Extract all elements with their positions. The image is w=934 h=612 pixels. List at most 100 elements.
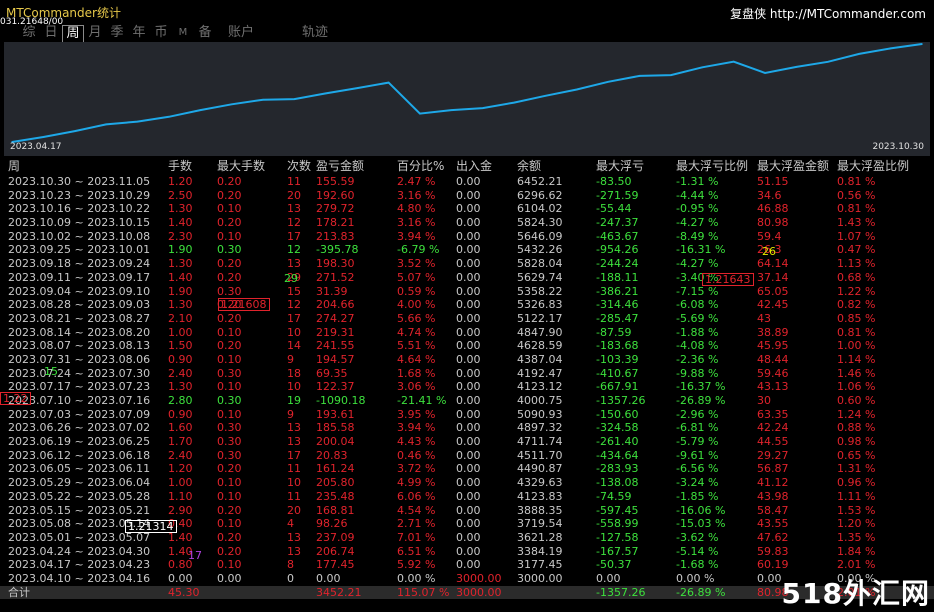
table-cell: -244.24	[596, 257, 639, 271]
table-cell: 1.40	[168, 216, 193, 230]
brand-link[interactable]: 复盘侠 http://MTCommander.com	[730, 7, 926, 21]
tab-10[interactable]: 轨迹	[302, 25, 329, 40]
table-cell: 2023.10.23 ~ 2023.10.29	[8, 188, 151, 202]
table-cell: 58.47	[757, 503, 789, 517]
table-row[interactable]: 2023.05.08 ~ 2023.05.14 0.40 0.10 4 98.26 2.7…	[0, 517, 934, 531]
table-cell: 6104.02	[517, 202, 563, 216]
table-cell: 0.00	[456, 298, 481, 312]
table-header: 周 手数 最大手数 次数 盈亏金额 百分比% 出入金 余额 最大浮亏 最大浮亏比例 最大浮盈金额 最大…	[0, 158, 934, 175]
table-cell: -954.26	[596, 243, 639, 257]
table-cell: 1.00	[168, 476, 193, 490]
column-header[interactable]: 最大浮盈金额	[757, 159, 830, 173]
table-cell: 0.20	[217, 175, 242, 188]
table-cell: 2023.09.11 ~ 2023.09.17	[8, 270, 151, 284]
table-cell: 43.98	[757, 489, 789, 503]
table-row[interactable]: 2023.04.24 ~ 2023.04.30 1.40 0.20 13 206.74 6…	[0, 545, 934, 559]
table-cell: 0.80	[168, 558, 193, 572]
table-cell: 5432.26	[517, 243, 563, 257]
column-header[interactable]: 最大浮亏	[596, 159, 645, 173]
table-row[interactable]: 2023.05.01 ~ 2023.05.07 1.40 0.20 13 237.09 7…	[0, 531, 934, 545]
table-row[interactable]: 2023.09.18 ~ 2023.09.24 1.30 0.20 13 198.30 3…	[0, 257, 934, 271]
table-row[interactable]: 2023.06.19 ~ 2023.06.25 1.70 0.30 13 200.04 4…	[0, 435, 934, 449]
tab-7[interactable]: M	[178, 27, 188, 38]
table-cell: 51.15	[757, 175, 789, 188]
table-cell: 206.74	[316, 544, 355, 558]
column-header[interactable]: 次数	[287, 159, 312, 173]
table-row[interactable]: 2023.06.26 ~ 2023.07.02 1.60 0.30 13 185.58 3…	[0, 421, 934, 435]
tab-2[interactable]: 周	[62, 25, 84, 43]
column-header[interactable]: 余额	[517, 159, 542, 173]
column-header[interactable]: 手数	[168, 159, 193, 173]
table-cell: 0.00	[596, 571, 621, 585]
tab-9[interactable]: 账户	[227, 25, 254, 40]
column-header[interactable]: 最大浮盈比例	[837, 159, 910, 173]
table-cell: -9.88 %	[676, 366, 719, 380]
app-title: MTCommander统计	[6, 6, 121, 20]
table-row[interactable]: 2023.04.10 ~ 2023.04.16 0.00 0.00 0 0.00 0.00…	[0, 572, 934, 586]
table-cell: 0.00	[456, 352, 481, 366]
tab-5[interactable]: 年	[132, 25, 146, 40]
column-header[interactable]: 百分比%	[397, 159, 445, 173]
table-row[interactable]: 2023.04.17 ~ 2023.04.23 0.80 0.10 8 177.45 5.…	[0, 558, 934, 572]
table-cell: 0.00	[456, 476, 481, 490]
table-cell: -1.68 %	[676, 558, 719, 572]
table-cell: 0.30	[217, 243, 242, 257]
table-row[interactable]: 2023.06.05 ~ 2023.06.11 1.20 0.20 11 161.24 3…	[0, 462, 934, 476]
column-header[interactable]: 最大手数	[217, 159, 266, 173]
equity-point	[324, 92, 327, 95]
table-row[interactable]: 2023.08.21 ~ 2023.08.27 2.10 0.20 17 274.27 5…	[0, 312, 934, 326]
table-row[interactable]: 2023.08.28 ~ 2023.09.03 1.30 0.20 12 204.66 4…	[0, 298, 934, 312]
table-cell: 0.98 %	[837, 435, 876, 449]
tab-8[interactable]: 备	[198, 25, 212, 40]
tab-3[interactable]: 月	[88, 25, 102, 40]
column-header[interactable]: 最大浮亏比例	[676, 159, 749, 173]
table-row[interactable]: 2023.07.03 ~ 2023.07.09 0.90 0.10 9 193.61 3.…	[0, 408, 934, 422]
total-cell: 80.98	[757, 585, 789, 599]
table-cell: 0.00	[456, 325, 481, 339]
table-row[interactable]: 2023.10.30 ~ 2023.11.05 1.20 0.20 11 155.59 2…	[0, 175, 934, 189]
table-cell: 185.58	[316, 421, 355, 435]
table-row[interactable]: 2023.10.02 ~ 2023.10.08 2.30 0.10 17 213.83 3…	[0, 230, 934, 244]
overlay-label: 1.21608	[218, 298, 270, 311]
table-row[interactable]: 2023.05.15 ~ 2023.05.21 2.90 0.20 20 168.81 4…	[0, 504, 934, 518]
table-cell: 0.96 %	[837, 476, 876, 490]
table-row[interactable]: 2023.07.17 ~ 2023.07.23 1.30 0.10 10 122.37 3…	[0, 380, 934, 394]
tab-0[interactable]: 综	[22, 25, 36, 40]
table-cell: 17	[287, 311, 301, 325]
table-row[interactable]: 2023.08.07 ~ 2023.08.13 1.50 0.20 14 241.55 5…	[0, 339, 934, 353]
table-row[interactable]: 2023.07.24 ~ 2023.07.30 2.40 0.30 18 69.35 1.…	[0, 367, 934, 381]
table-cell: 2023.07.31 ~ 2023.08.06	[8, 352, 151, 366]
table-row[interactable]: 2023.07.31 ~ 2023.08.06 0.90 0.10 9 194.57 4.…	[0, 353, 934, 367]
column-header[interactable]: 盈亏金额	[316, 159, 365, 173]
table-cell: -5.79 %	[676, 435, 719, 449]
equity-point	[42, 136, 45, 138]
table-row[interactable]: 2023.10.16 ~ 2023.10.22 1.30 0.10 13 279.72 4…	[0, 202, 934, 216]
table-row[interactable]: 2023.10.09 ~ 2023.10.15 1.40 0.20 12 178.21 3…	[0, 216, 934, 230]
table-row[interactable]: 2023.06.12 ~ 2023.06.18 2.40 0.30 17 20.83 0.…	[0, 449, 934, 463]
column-header[interactable]: 出入金	[456, 159, 493, 173]
table-cell: 2023.04.24 ~ 2023.04.30	[8, 544, 151, 558]
table-cell: 2023.10.09 ~ 2023.10.15	[8, 216, 151, 230]
table-cell: -597.45	[596, 503, 639, 517]
table-row[interactable]: 2023.05.22 ~ 2023.05.28 1.10 0.10 11 235.48 6…	[0, 490, 934, 504]
tab-6[interactable]: 币	[154, 25, 168, 40]
table-row[interactable]: 2023.10.23 ~ 2023.10.29 2.50 0.20 20 192.60 3…	[0, 189, 934, 203]
table-cell: 0.00	[456, 530, 481, 544]
table-row[interactable]: 2023.08.14 ~ 2023.08.20 1.00 0.10 10 219.31 4…	[0, 326, 934, 340]
table-cell: 0.00	[456, 421, 481, 435]
table-cell: 69.35	[316, 366, 348, 380]
table-cell: 4123.83	[517, 489, 563, 503]
account-number: 031.21648/00	[0, 17, 64, 27]
table-row[interactable]: 2023.09.11 ~ 2023.09.17 1.40 0.20 29 271.52 5…	[0, 271, 934, 285]
table-cell: 2023.05.22 ~ 2023.05.28	[8, 489, 151, 503]
table-cell: 0.00	[456, 544, 481, 558]
tab-4[interactable]: 季	[110, 25, 124, 40]
table-row[interactable]: 2023.05.29 ~ 2023.06.04 1.00 0.10 10 205.80 4…	[0, 476, 934, 490]
column-header[interactable]: 周	[8, 159, 21, 173]
table-row[interactable]: 2023.09.25 ~ 2023.10.01 1.90 0.30 12 -395.78…	[0, 243, 934, 257]
table-cell: 29	[287, 270, 301, 284]
table-cell: 12	[287, 298, 301, 312]
tab-1[interactable]: 日	[44, 25, 58, 40]
table-row[interactable]: 2023.09.04 ~ 2023.09.10 1.90 0.30 15 31.39 0.…	[0, 285, 934, 299]
table-row[interactable]: 2023.07.10 ~ 2023.07.16 2.80 0.30 19 -1090.1…	[0, 394, 934, 408]
